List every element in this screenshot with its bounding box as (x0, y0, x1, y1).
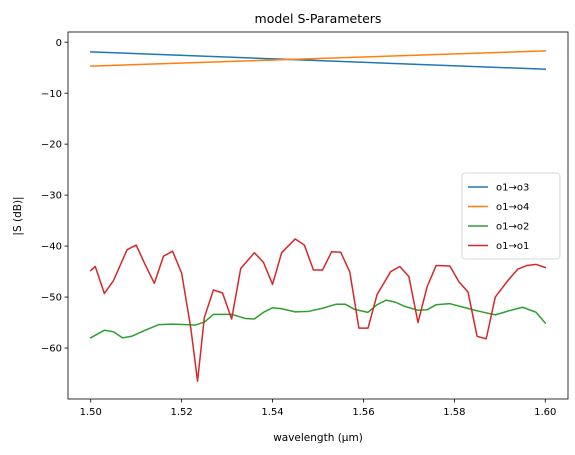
legend-box (461, 172, 561, 260)
y-axis: 0 −10 −20 −30 −40 −50 −60 (41, 38, 68, 355)
y-tick-label: −60 (41, 344, 62, 355)
y-tick-label: −20 (41, 140, 62, 151)
x-tick-label: 1.56 (352, 407, 374, 418)
y-tick-label: −50 (41, 293, 62, 304)
legend: o1→o3 o1→o4 o1→o2 o1→o1 (461, 172, 561, 260)
y-tick-label: −10 (41, 89, 62, 100)
x-tick-label: 1.50 (80, 407, 102, 418)
x-tick-label: 1.58 (443, 407, 465, 418)
y-tick-label: 0 (56, 38, 62, 49)
x-axis: 1.50 1.52 1.54 1.56 1.58 1.60 (80, 399, 556, 418)
series-line (89, 238, 547, 382)
y-tick-label: −40 (41, 242, 62, 253)
x-axis-label: wavelength (µm) (273, 432, 363, 444)
series-line (89, 299, 547, 339)
legend-label: o1→o1 (496, 241, 529, 252)
chart-title: model S-Parameters (255, 11, 382, 26)
series-layer (89, 50, 547, 382)
x-tick-label: 1.54 (261, 407, 283, 418)
y-axis-label: |S (dB)| (12, 196, 24, 235)
y-tick-label: −30 (41, 191, 62, 202)
x-tick-label: 1.60 (534, 407, 556, 418)
legend-label: o1→o2 (496, 222, 529, 233)
series-line (89, 51, 547, 70)
plot-frame (67, 31, 569, 400)
legend-label: o1→o4 (496, 202, 529, 213)
x-tick-label: 1.52 (171, 407, 193, 418)
legend-label: o1→o3 (496, 183, 529, 194)
series-line (89, 50, 547, 67)
